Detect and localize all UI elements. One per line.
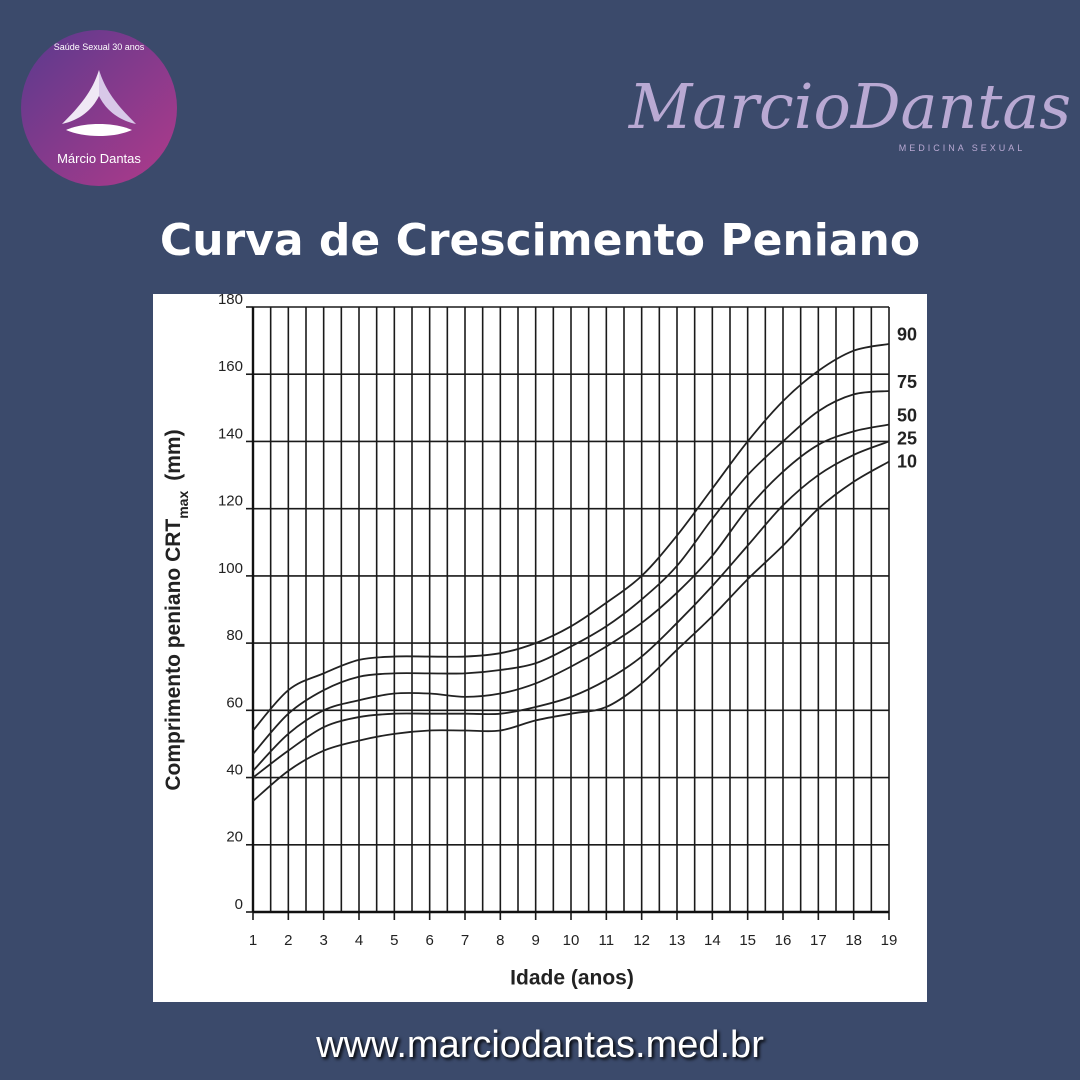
x-tick-label: 12 (633, 932, 650, 949)
logo-caption: Saúde Sexual 30 anos (54, 42, 145, 52)
logo-name: Márcio Dantas (57, 151, 141, 166)
x-tick-label: 15 (739, 932, 756, 949)
logo-petal (99, 70, 136, 124)
x-tick-label: 10 (563, 932, 580, 949)
chart-panel (153, 294, 927, 1002)
x-tick-label: 11 (599, 932, 615, 949)
y-axis-label: Comprimento peniano CRTmax (mm) (162, 429, 191, 790)
x-tick-label: 6 (425, 932, 433, 949)
x-tick-label: 2 (284, 932, 292, 949)
chart-title: Curva de Crescimento Peniano (160, 215, 920, 266)
logo: Saúde Sexual 30 anos Márcio Dantas (21, 30, 177, 186)
y-axis-label-main: Comprimento peniano CRT (162, 519, 185, 791)
x-tick-label: 4 (355, 932, 363, 949)
x-tick-label: 14 (704, 932, 721, 949)
y-tick-label: 160 (218, 358, 243, 375)
x-tick-label: 17 (810, 932, 827, 949)
legend-label: 25 (897, 428, 917, 448)
percentile-curve (252, 423, 890, 772)
y-tick-label: 20 (226, 829, 243, 846)
percentile-curve (252, 460, 890, 802)
brand-name: MarcioDantas (628, 70, 1071, 143)
legend-label: 10 (897, 451, 917, 471)
y-tick-label: 120 (218, 493, 243, 510)
website-url: www.marciodantas.med.br (315, 1024, 764, 1066)
legend-label: 90 (897, 325, 917, 345)
logo-circle (21, 30, 177, 186)
x-tick-label: 8 (496, 932, 504, 949)
x-tick-label: 16 (775, 932, 792, 949)
percentile-curve (252, 440, 890, 779)
x-tick-label: 7 (461, 932, 469, 949)
y-tick-label: 0 (235, 896, 243, 913)
logo-petal (66, 124, 132, 136)
y-tick-label: 100 (218, 560, 243, 577)
percentile-curve (252, 390, 890, 755)
y-tick-label: 40 (226, 762, 243, 779)
x-tick-label: 5 (390, 932, 398, 949)
x-tick-label: 13 (669, 932, 686, 949)
logo-petal (62, 70, 99, 124)
y-tick-label: 180 (218, 291, 243, 308)
legend-label: 50 (897, 405, 917, 425)
y-axis-label-sub: max (175, 491, 191, 519)
x-tick-label: 19 (881, 932, 898, 949)
brand-subtitle: MEDICINA SEXUAL (899, 143, 1026, 153)
x-tick-label: 3 (319, 932, 327, 949)
legend-label: 75 (897, 372, 917, 392)
y-tick-label: 80 (226, 627, 243, 644)
y-axis-label-unit: (mm) (162, 429, 185, 480)
x-tick-label: 9 (531, 932, 539, 949)
x-axis-label: Idade (anos) (510, 967, 634, 990)
x-tick-label: 1 (249, 932, 257, 949)
y-tick-label: 140 (218, 425, 243, 442)
percentile-curve (252, 343, 890, 732)
y-tick-label: 60 (226, 694, 243, 711)
x-tick-label: 18 (845, 932, 862, 949)
